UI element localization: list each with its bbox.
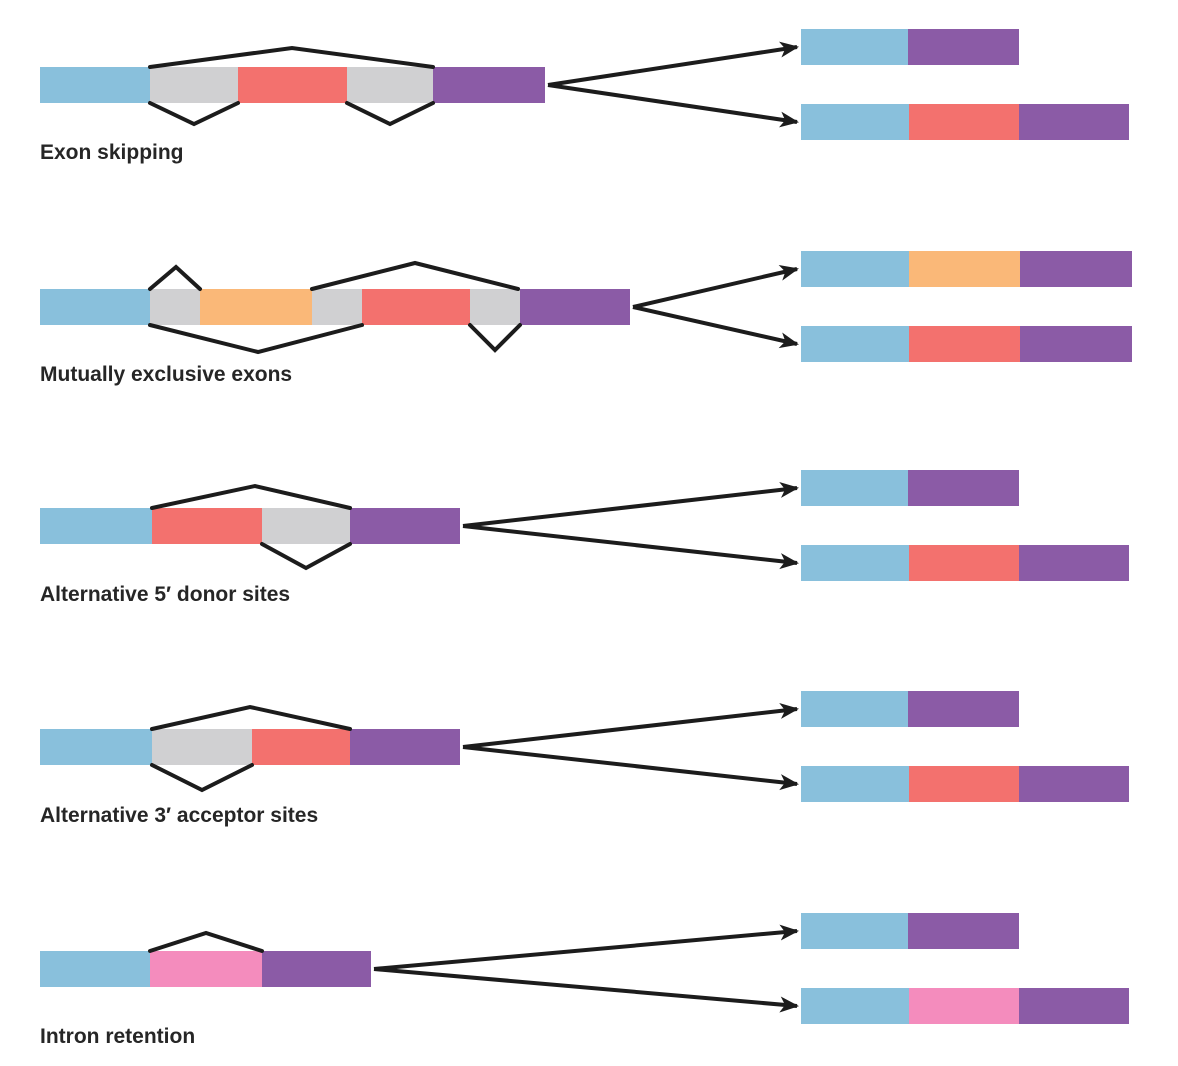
splice-path-bottom (468, 323, 522, 353)
section-label-mutually-exclusive-exons: Mutually exclusive exons (40, 363, 293, 386)
pre-mrna-exon-block (40, 508, 152, 544)
mrna-product-exon-block (801, 29, 908, 65)
pre-mrna-exon-block (40, 289, 150, 325)
mrna-product-exon-block (909, 251, 1020, 287)
pre-mrna-exon-block (362, 289, 470, 325)
splice-product-arrow (373, 967, 799, 1013)
mrna-product-retained-intron-block (909, 988, 1019, 1024)
splice-path-bottom (150, 763, 254, 793)
splice-path-bottom (345, 101, 435, 127)
mrna-product-exon-block (1019, 988, 1129, 1024)
pre-mrna-exon-block (520, 289, 630, 325)
pre-mrna-intron-block (152, 729, 252, 765)
section-exon-skipping (40, 29, 1129, 140)
mrna-product-exon-block (909, 545, 1019, 581)
mrna-product-exon-block (801, 470, 908, 506)
pre-mrna-intron-block (262, 508, 350, 544)
splice-path-bottom (260, 542, 352, 571)
mrna-product-exon-block (1020, 326, 1132, 362)
mrna-product-exon-block (801, 251, 909, 287)
splice-path-top (148, 45, 435, 69)
pre-mrna-exon-block (40, 729, 152, 765)
pre-mrna-intron-block (470, 289, 520, 325)
section-label-exon-skipping: Exon skipping (40, 141, 184, 164)
splice-product-arrow (632, 305, 799, 349)
section-intron-retention (40, 913, 1129, 1024)
pre-mrna-exon-block (252, 729, 350, 765)
mrna-product-exon-block (801, 988, 909, 1024)
splice-product-arrow (462, 524, 799, 570)
splice-product-arrow (632, 265, 799, 309)
pre-mrna-exon-block (433, 67, 545, 103)
splice-path-bottom (148, 323, 364, 355)
mrna-product-exon-block (909, 326, 1020, 362)
mrna-product-exon-block (908, 29, 1019, 65)
pre-mrna-exon-block (238, 67, 347, 103)
pre-mrna-retained-intron-block (150, 951, 262, 987)
section-alternative-3-acceptor-sites (40, 691, 1129, 802)
mrna-product-exon-block (801, 913, 908, 949)
mrna-product-exon-block (801, 545, 909, 581)
splice-product-arrow (373, 924, 799, 971)
pre-mrna-exon-block (350, 729, 460, 765)
section-label-alternative-3-acceptor-sites: Alternative 3′ acceptor sites (40, 804, 319, 827)
section-mutually-exclusive-exons (40, 251, 1132, 362)
mrna-product-exon-block (801, 104, 909, 140)
mrna-product-exon-block (1019, 545, 1129, 581)
pre-mrna-exon-block (152, 508, 262, 544)
mrna-product-exon-block (1019, 766, 1129, 802)
mrna-product-exon-block (1020, 251, 1132, 287)
pre-mrna-exon-block (200, 289, 312, 325)
section-alternative-5-donor-sites (40, 470, 1129, 581)
pre-mrna-intron-block (347, 67, 433, 103)
pre-mrna-exon-block (262, 951, 371, 987)
splice-product-arrow (462, 745, 799, 791)
splice-product-arrow (462, 702, 799, 749)
mrna-product-exon-block (801, 766, 909, 802)
splice-product-arrow (462, 481, 799, 528)
mrna-product-exon-block (1019, 104, 1129, 140)
splice-product-arrow (547, 83, 799, 128)
splice-path-top (150, 483, 352, 510)
splice-path-top (310, 260, 520, 291)
splice-path-top (148, 264, 202, 291)
section-label-alternative-5-donor-sites: Alternative 5′ donor sites (40, 583, 291, 606)
mrna-product-exon-block (909, 766, 1019, 802)
section-label-intron-retention: Intron retention (40, 1025, 196, 1048)
splice-path-bottom (148, 101, 240, 127)
splice-product-arrow (547, 41, 799, 87)
splice-path-top (150, 704, 352, 731)
mrna-product-exon-block (801, 326, 909, 362)
splice-path-top (148, 930, 264, 953)
mrna-product-exon-block (801, 691, 908, 727)
pre-mrna-intron-block (150, 289, 200, 325)
pre-mrna-exon-block (40, 67, 150, 103)
pre-mrna-exon-block (350, 508, 460, 544)
mrna-product-exon-block (909, 104, 1019, 140)
pre-mrna-exon-block (40, 951, 150, 987)
pre-mrna-intron-block (150, 67, 238, 103)
mrna-product-exon-block (908, 691, 1019, 727)
mrna-product-exon-block (908, 913, 1019, 949)
pre-mrna-intron-block (312, 289, 362, 325)
mrna-product-exon-block (908, 470, 1019, 506)
